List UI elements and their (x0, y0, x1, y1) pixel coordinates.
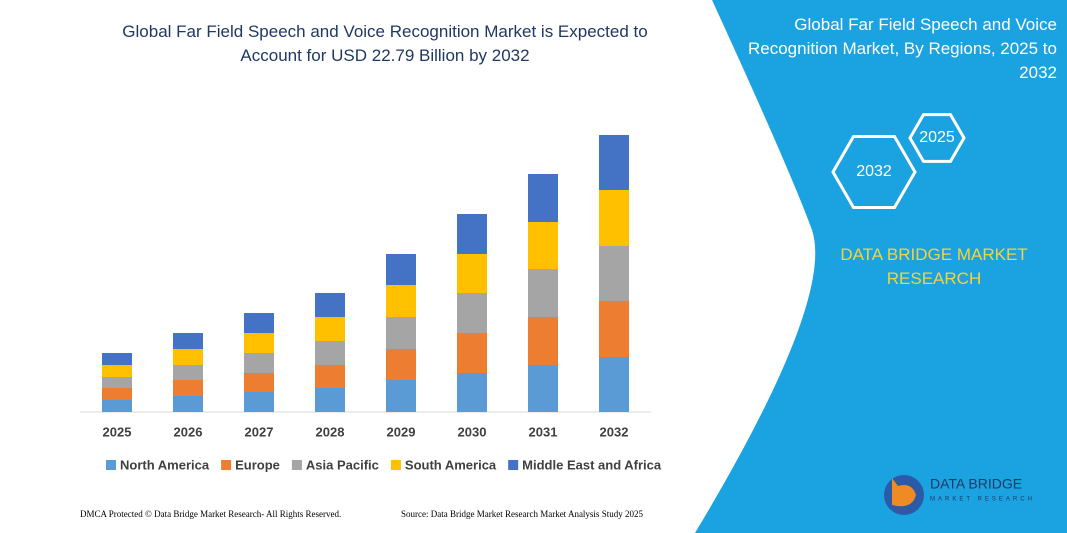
x-tick-label: 2029 (387, 424, 416, 439)
bar-segment (599, 246, 629, 301)
bar-segment (528, 317, 558, 365)
bar-segment (386, 285, 416, 317)
hex-year: 2032 (856, 163, 892, 180)
x-tick-label: 2027 (245, 424, 274, 439)
legend-label: South America (405, 457, 497, 472)
x-tick-label: 2031 (529, 424, 558, 439)
bar-segment (102, 388, 132, 400)
bar-segment (528, 269, 558, 317)
legend-label: Middle East and Africa (522, 457, 662, 472)
footer-note: DMCA Protected © Data Bridge Market Rese… (80, 509, 342, 519)
bar-segment (457, 293, 487, 333)
bar-segment (173, 380, 203, 396)
x-tick-label: 2028 (316, 424, 345, 439)
bar-segment (315, 388, 345, 412)
legend-swatch (291, 460, 302, 470)
bar-segment (528, 174, 558, 222)
footer-source: Source: Data Bridge Market Research Mark… (401, 509, 643, 519)
hexagon (831, 135, 917, 209)
bar-segment (599, 301, 629, 357)
legend-swatch (221, 460, 232, 470)
chart-title: Global Far Field Speech and Voice Recogn… (122, 22, 648, 65)
bar-segment (457, 333, 487, 373)
bar-segment (173, 396, 203, 412)
bar-segment (244, 373, 274, 392)
hex-year: 2025 (919, 129, 955, 146)
logo (884, 475, 924, 515)
legend-swatch (106, 460, 116, 470)
bar-segment (457, 373, 487, 412)
x-tick-label: 2025 (103, 424, 132, 439)
bar-segment (244, 333, 274, 353)
bar-segment (528, 222, 558, 269)
bar-segment (315, 293, 345, 317)
bar-segment (386, 317, 416, 349)
bar-segment (386, 349, 416, 380)
bar-segment (173, 333, 203, 349)
legend-swatch (390, 460, 401, 470)
bar-segment (386, 380, 416, 412)
hexagon (908, 113, 966, 163)
legend-swatch (508, 460, 519, 470)
logo-name: DATA BRIDGE (930, 476, 1022, 492)
x-tick-label: 2032 (600, 424, 629, 439)
bar-segment (599, 135, 629, 190)
bar-segment (457, 254, 487, 293)
logo-sub: MARKET RESEARCH (930, 497, 1035, 503)
bar-segment (315, 365, 345, 388)
bar-segment (315, 341, 345, 365)
bar-segment (173, 349, 203, 365)
bar-segment (102, 353, 132, 365)
bar-segment (528, 365, 558, 412)
legend-label: Europe (235, 457, 280, 472)
bar-segment (244, 392, 274, 412)
legend-label: Asia Pacific (306, 457, 379, 472)
x-tick-label: 2030 (458, 424, 487, 439)
bar-segment (599, 190, 629, 246)
bar-segment (173, 365, 203, 380)
bar-segment (102, 365, 132, 377)
legend-label: North America (120, 457, 210, 472)
bar-segment (102, 377, 132, 388)
panel-title: Global Far Field Speech and Voice Recogn… (747, 15, 1057, 82)
bar-segment (315, 317, 345, 341)
bar-segment (599, 357, 629, 412)
side-panel (695, 0, 1067, 533)
bar-segment (102, 400, 132, 412)
brand: DATA BRIDGE MARKET RESEARCH (840, 245, 1028, 288)
x-tick-label: 2026 (174, 424, 203, 439)
bar-segment (244, 313, 274, 333)
bar-segment (386, 254, 416, 285)
bar-segment (457, 214, 487, 254)
bar-segment (244, 353, 274, 373)
